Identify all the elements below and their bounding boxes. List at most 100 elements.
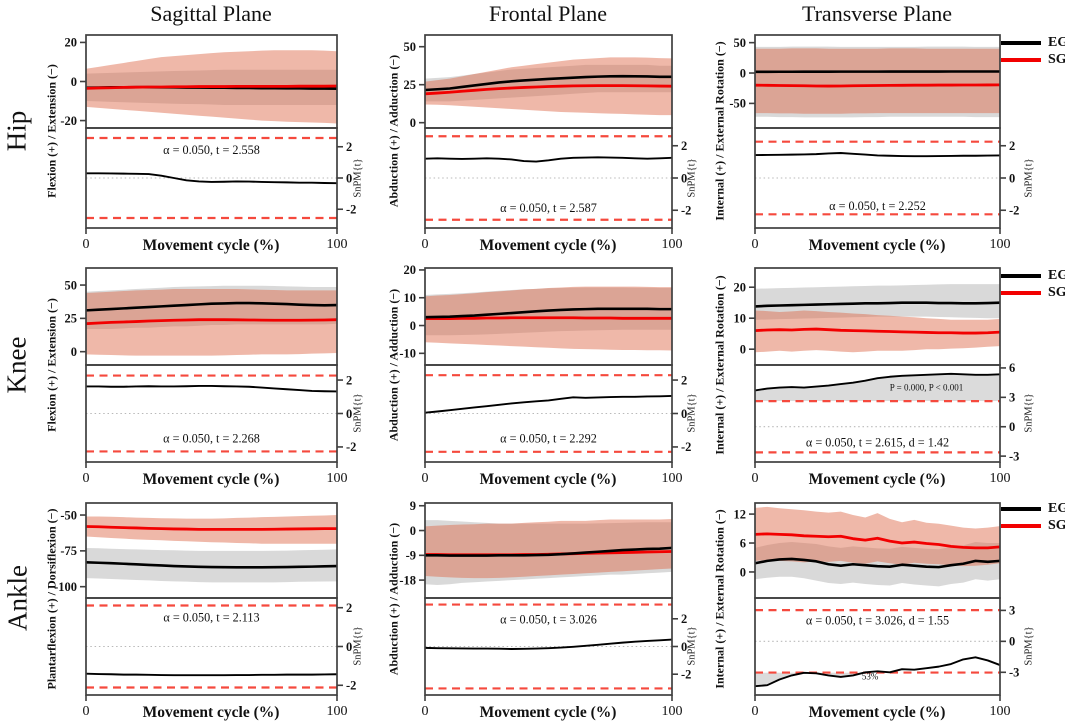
x-axis-label: Movement cycle (%) — [808, 471, 946, 488]
spm-ytick-label: 2 — [681, 373, 687, 387]
spm-ytick-label: 0 — [681, 407, 687, 421]
kin-ytick-label: 0 — [410, 116, 416, 130]
spm-ytick-label: 2 — [681, 139, 687, 153]
row-label-knee: Knee — [1, 336, 32, 394]
kin-ytick-label: 50 — [404, 40, 417, 54]
spm-ytick-label: -2 — [346, 440, 356, 454]
spm-t-curve — [86, 672, 337, 677]
legend-eg-label: EG — [1048, 268, 1065, 283]
spm-alpha-annotation: α = 0.050, t = 3.026, d = 1.55 — [806, 613, 949, 627]
spm-alpha-annotation: α = 0.050, t = 2.558 — [163, 143, 260, 157]
x-axis-label: Movement cycle (%) — [142, 471, 280, 488]
knee-frontal-spm-panel: α = 0.050, t = 2.292 — [425, 374, 672, 453]
hip-frontal-kinematic-panel — [425, 57, 672, 116]
spm-ytick-label: 2 — [346, 140, 352, 154]
spm-alpha-annotation: α = 0.050, t = 2.587 — [500, 201, 597, 215]
subplot-knee-sagittal: 50 25 0 α = 0.050, t = 2.268 2 0 -2 0 100 — [65, 267, 356, 486]
kin-ytick-label: 20 — [734, 281, 747, 295]
spm-ytick-label: 0 — [346, 640, 352, 654]
spm-ytick-label: 0 — [1009, 171, 1015, 185]
hip-transverse-kinematic-panel — [755, 46, 1000, 118]
ankle-frontal-spm-panel: α = 0.050, t = 3.026 — [425, 603, 672, 690]
kin-ytick-label: 10 — [404, 291, 417, 305]
legend-item-sg: SG — [1001, 518, 1065, 533]
ankle-transverse-spm-panel: α = 0.050, t = 3.026, d = 1.55 53% — [755, 609, 1000, 688]
knee-transverse-kinematic-panel — [755, 284, 1000, 353]
ankle-transverse-kinematic-panel — [755, 506, 1000, 587]
subplot-knee-transverse: 20 100 α = 0.050, t = 2.615, d = 1.42P = 0… — [734, 267, 1019, 486]
legend: EG SG — [1001, 268, 1065, 300]
kin-ytick-label: 20 — [65, 36, 78, 50]
legend-sg-label: SG — [1048, 518, 1065, 533]
xtick-label: 0 — [422, 704, 429, 719]
legend: EG SG — [1001, 502, 1065, 533]
xtick-label: 100 — [990, 471, 1011, 486]
row-label-hip: Hip — [1, 110, 32, 152]
column-title-transverse: Transverse Plane — [801, 1, 953, 26]
kin-ytick-label: 12 — [734, 507, 747, 521]
legend-item-eg: EG — [1001, 35, 1065, 50]
spm-alpha-annotation: α = 0.050, t = 2.268 — [163, 432, 260, 446]
subplot-ankle-transverse: 12 6 0 α = 0.050, t = 3.026, d = 1.55 53% 3 0 -… — [734, 502, 1019, 719]
spm-t-curve — [755, 372, 1000, 392]
spm-ytick-label: 0 — [1009, 420, 1015, 434]
spm-ytick-label: -3 — [1009, 449, 1019, 463]
kin-ytick-label: 25 — [65, 312, 78, 326]
legend-eg-line-swatch — [1001, 40, 1041, 45]
subplot-ankle-frontal: 9 0 -9 -18 α = 0.050, t = 3.026 2 0 -2 0 100 — [399, 499, 691, 719]
hip-frontal-spm-panel: α = 0.050, t = 2.587 — [425, 135, 672, 221]
legend-sg-line-swatch — [1001, 57, 1041, 62]
ankle-sagittal-kinematic-panel — [86, 515, 337, 583]
column-title-sagittal: Sagittal Plane — [150, 1, 272, 26]
kin-ytick-label: 50 — [734, 36, 747, 50]
kin-ytick-label: 0 — [71, 345, 77, 359]
ankle-frontal-kinematic-panel — [425, 518, 672, 586]
kin-ytick-label: 25 — [404, 78, 417, 92]
xtick-label: 100 — [327, 471, 348, 486]
x-axis-label: Movement cycle (%) — [808, 237, 946, 254]
xtick-label: 0 — [422, 471, 429, 486]
spm-alpha-annotation: α = 0.050, t = 3.026 — [500, 612, 597, 626]
legend-item-sg: SG — [1001, 52, 1065, 67]
hip-sagittal-kinematic-panel — [86, 50, 337, 124]
kin-ytick-label: 9 — [410, 499, 416, 513]
x-axis-label: Movement cycle (%) — [479, 471, 617, 488]
spm-t-curve — [425, 156, 672, 163]
kin-ytick-label: -75 — [60, 544, 77, 558]
kin-ytick-label: -10 — [399, 347, 416, 361]
x-axis-label: Movement cycle (%) — [479, 704, 617, 721]
xtick-label: 0 — [83, 237, 90, 252]
spm-ytick-label: -2 — [346, 679, 356, 693]
legend-eg-label: EG — [1048, 35, 1065, 50]
spm-ytick-label: 2 — [346, 601, 352, 615]
spm-ytick-label: 3 — [1009, 391, 1015, 405]
legend-item-sg: SG — [1001, 285, 1065, 300]
knee-frontal-kinematic-panel — [425, 286, 672, 351]
hip-transverse-spm-panel: α = 0.050, t = 2.252 — [755, 140, 1000, 216]
spm-t-curve — [86, 384, 337, 393]
knee-transverse-spm-panel: α = 0.050, t = 2.615, d = 1.42 P = 0.000,… — [755, 372, 1000, 454]
spm-cluster-fill — [755, 373, 1000, 402]
legend-sg-label: SG — [1048, 52, 1065, 67]
spm-extra-annotation: 53% — [862, 672, 879, 682]
spm-alpha-annotation: α = 0.050, t = 2.252 — [829, 199, 926, 213]
spm-ytick-label: 0 — [681, 171, 687, 185]
xtick-label: 0 — [752, 704, 759, 719]
subplot-hip-frontal: 50 25 0 α = 0.050, t = 2.587 2 0 -2 0 100 — [404, 34, 691, 252]
spm-ytick-label: -2 — [1009, 204, 1019, 218]
legend: EG SG — [1001, 35, 1065, 67]
spm-ytick-label: 2 — [346, 373, 352, 387]
kin-ytick-label: 0 — [71, 75, 77, 89]
x-axis-label: Movement cycle (%) — [142, 237, 280, 254]
row-label-ankle: Ankle — [2, 565, 33, 631]
xtick-label: 0 — [752, 237, 759, 252]
spm-t-curve — [86, 172, 337, 185]
xtick-label: 0 — [83, 471, 90, 486]
spm-alpha-annotation: α = 0.050, t = 2.292 — [500, 432, 597, 446]
kin-ytick-label: 0 — [740, 66, 746, 80]
spm-ytick-label: -2 — [681, 668, 691, 682]
legend-sg-label: SG — [1048, 285, 1065, 300]
kin-ytick-label: -20 — [60, 114, 77, 128]
knee-sagittal-spm-panel: α = 0.050, t = 2.268 — [86, 374, 337, 453]
